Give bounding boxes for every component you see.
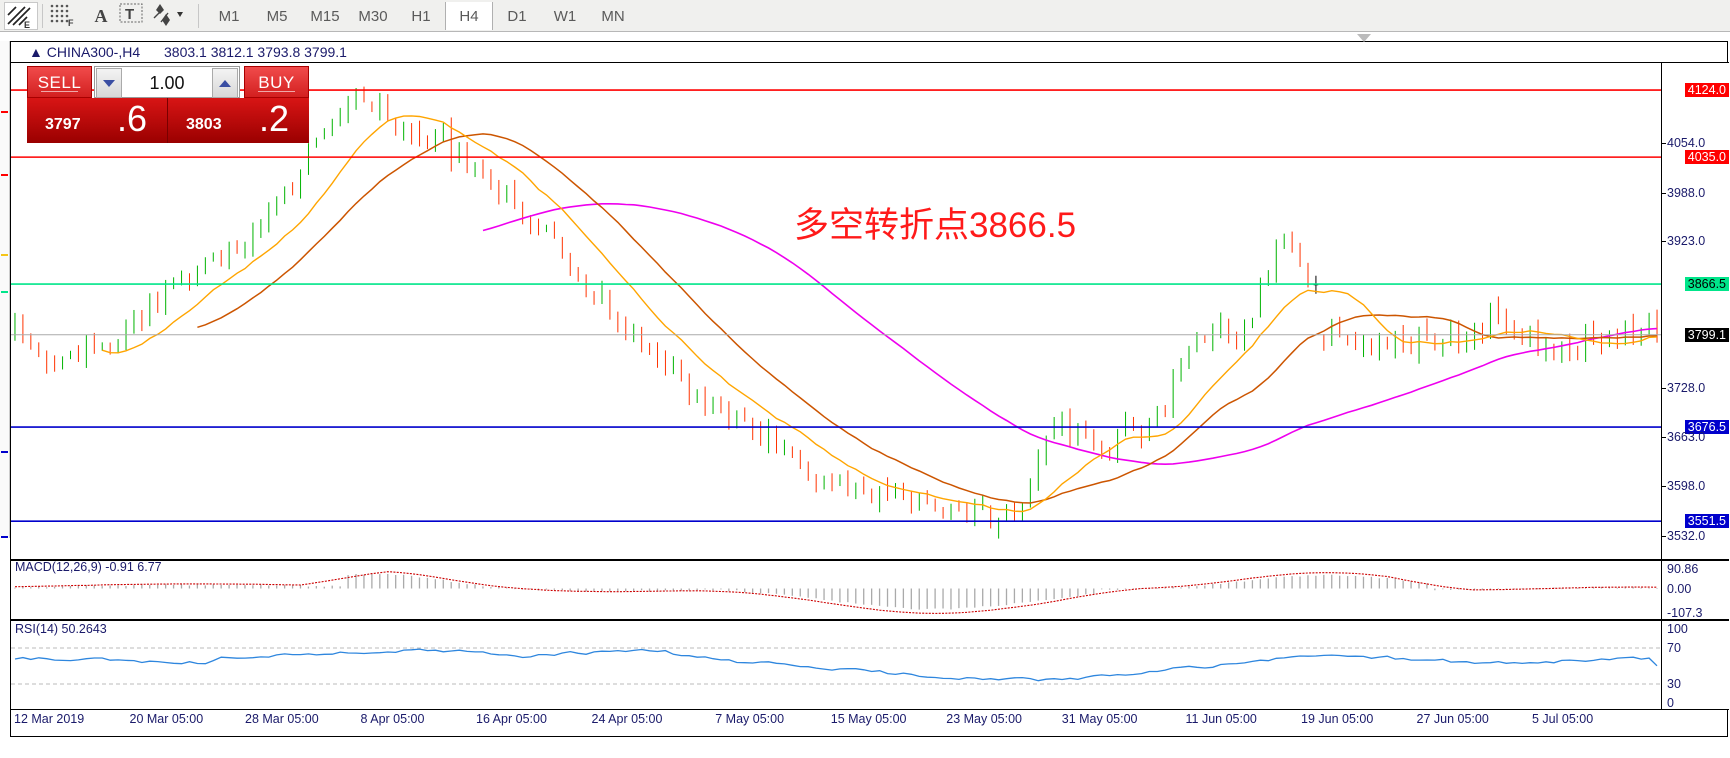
svg-text:MACD(12,26,9) -0.91 6.77: MACD(12,26,9) -0.91 6.77 [15, 561, 162, 574]
svg-text:RSI(14) 50.2643: RSI(14) 50.2643 [15, 622, 107, 636]
svg-text:多空转折点3866.5: 多空转折点3866.5 [794, 206, 1076, 245]
svg-text:E: E [24, 20, 30, 30]
svg-text:T: T [125, 6, 134, 23]
svg-text:F: F [68, 18, 74, 28]
